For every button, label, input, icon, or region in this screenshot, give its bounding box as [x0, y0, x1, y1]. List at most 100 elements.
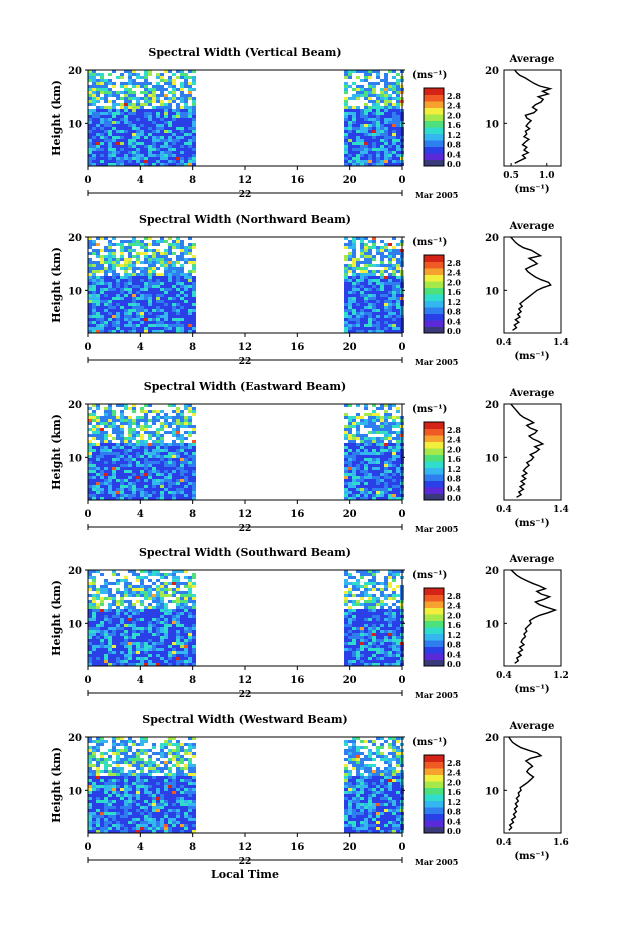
heatmap-cell — [92, 130, 96, 133]
heatmap-cell — [188, 404, 192, 407]
heatmap-cell — [144, 606, 148, 609]
heatmap-cell — [180, 85, 184, 88]
heatmap-cell — [360, 464, 364, 467]
heatmap-cell — [392, 76, 396, 79]
heatmap-cell — [352, 612, 356, 615]
heatmap-cell — [168, 648, 172, 651]
heatmap-cell — [392, 588, 396, 591]
heatmap-cell — [372, 588, 376, 591]
heatmap-cell — [132, 449, 136, 452]
heatmap-cell — [104, 455, 108, 458]
heatmap-cell — [172, 651, 176, 654]
heatmap-cell — [156, 279, 160, 282]
heatmap-cell — [148, 476, 152, 479]
heatmap-cell — [124, 136, 128, 139]
heatmap-cell — [368, 163, 372, 166]
heatmap-cell — [344, 633, 348, 636]
heatmap-cell — [104, 582, 108, 585]
heatmap-cell — [92, 654, 96, 657]
heatmap-cell — [176, 470, 180, 473]
heatmap-cell — [176, 315, 180, 318]
heatmap-cell — [104, 246, 108, 249]
heatmap-cell — [160, 606, 164, 609]
colorbar-segment — [424, 480, 444, 488]
heatmap-cell — [120, 645, 124, 648]
heatmap-cell — [384, 115, 388, 118]
heatmap-cell — [160, 115, 164, 118]
heatmap-cell — [176, 458, 180, 461]
heatmap-cell — [160, 639, 164, 642]
heatmap-cell — [388, 267, 392, 270]
heatmap-cell — [148, 485, 152, 488]
heatmap-cell — [184, 297, 188, 300]
heatmap-cell — [152, 606, 156, 609]
heatmap-cell — [116, 737, 120, 740]
heatmap-cell — [352, 106, 356, 109]
heatmap-cell — [156, 130, 160, 133]
heatmap-cell — [184, 597, 188, 600]
heatmap-cell — [132, 488, 136, 491]
heatmap-cell — [112, 737, 116, 740]
heatmap-cell — [108, 494, 112, 497]
heatmap-cell — [156, 630, 160, 633]
heatmap-cell — [176, 437, 180, 440]
heatmap-cell — [372, 139, 376, 142]
heatmap-cell — [88, 627, 92, 630]
heatmap-cell — [176, 285, 180, 288]
heatmap-cell — [132, 476, 136, 479]
heatmap-cell — [136, 142, 140, 145]
heatmap-cell — [128, 639, 132, 642]
heatmap-cell — [380, 458, 384, 461]
heatmap-cell — [388, 136, 392, 139]
heatmap-cell — [392, 482, 396, 485]
heatmap-cell — [392, 603, 396, 606]
heatmap-cell — [368, 294, 372, 297]
heatmap-cell — [368, 431, 372, 434]
heatmap-cell — [116, 91, 120, 94]
heatmap-cell — [380, 494, 384, 497]
heatmap-cell — [380, 148, 384, 151]
heatmap-cell — [100, 645, 104, 648]
heatmap-cell — [396, 94, 400, 97]
heatmap-cell — [164, 633, 168, 636]
colorbar-tick-label: 1.6 — [447, 120, 461, 130]
heatmap-cell — [120, 264, 124, 267]
heatmap-cell — [184, 282, 188, 285]
heatmap-cell — [108, 154, 112, 157]
heatmap-cell — [156, 106, 160, 109]
heatmap-cell — [392, 237, 396, 240]
heatmap-cell — [156, 76, 160, 79]
heatmap-cell — [108, 79, 112, 82]
heatmap-cell — [132, 446, 136, 449]
heatmap-cell — [144, 97, 148, 100]
heatmap-cell — [384, 434, 388, 437]
heatmap-cell — [112, 473, 116, 476]
heatmap-cell — [392, 312, 396, 315]
heatmap-cell — [380, 470, 384, 473]
heatmap-cell — [172, 321, 176, 324]
heatmap-cell — [348, 491, 352, 494]
heatmap-cell — [156, 639, 160, 642]
heatmap-cell — [164, 642, 168, 645]
heatmap-cell — [352, 243, 356, 246]
heatmap-cell — [188, 288, 192, 291]
heatmap-cell — [364, 163, 368, 166]
heatmap-cell — [156, 627, 160, 630]
heatmap-cell — [92, 657, 96, 660]
heatmap-cell — [108, 243, 112, 246]
heatmap-cell — [128, 651, 132, 654]
heatmap-cell — [180, 282, 184, 285]
heatmap-cell — [140, 82, 144, 85]
heatmap-cell — [376, 491, 380, 494]
heatmap-cell — [372, 615, 376, 618]
heatmap-cell — [172, 115, 176, 118]
heatmap-cell — [392, 452, 396, 455]
heatmap-cell — [396, 585, 400, 588]
heatmap-cell — [372, 237, 376, 240]
heatmap-cell — [116, 294, 120, 297]
heatmap-cell — [352, 148, 356, 151]
heatmap-cell — [344, 106, 348, 109]
heatmap-cell — [348, 458, 352, 461]
heatmap-cell — [364, 636, 368, 639]
heatmap-cell — [352, 576, 356, 579]
